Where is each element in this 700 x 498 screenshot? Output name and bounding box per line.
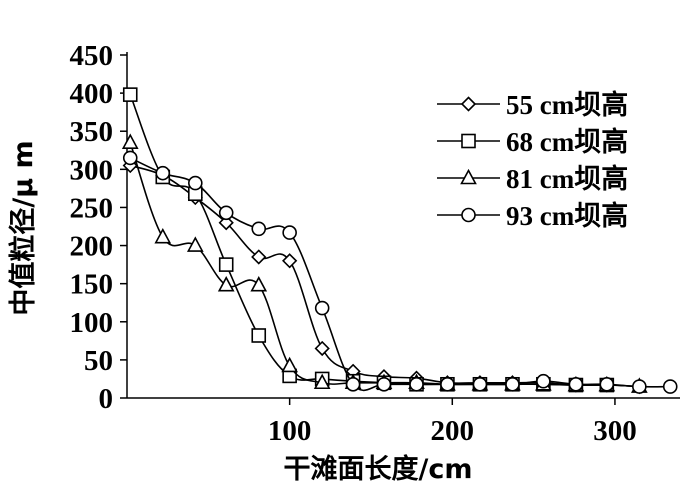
legend-label: 93 cm坝高 — [506, 200, 628, 231]
data-point-circle — [662, 379, 678, 394]
y-tick-label: 100 — [70, 307, 114, 339]
legend: 55 cm坝高 68 cm坝高 81 cm坝高 93 cm坝高 — [437, 89, 628, 231]
data-point-square — [122, 87, 138, 102]
x-tick-label: 300 — [593, 415, 637, 447]
data-point-circle — [218, 205, 234, 221]
legend-marker-circle — [461, 207, 476, 223]
data-point-circle — [472, 376, 488, 392]
y-tick-label: 300 — [70, 154, 114, 186]
data-point-square — [218, 257, 234, 272]
data-point-triangle — [154, 227, 172, 244]
series-layer — [121, 87, 678, 395]
x-axis-title: 干滩面长度/cm — [284, 453, 473, 485]
data-point-diamond — [251, 249, 267, 265]
data-point-diamond — [218, 215, 234, 231]
data-point-circle — [376, 376, 392, 392]
data-point-circle — [568, 376, 584, 392]
y-tick-label: 400 — [70, 78, 114, 110]
x-tick-label: 200 — [431, 415, 475, 447]
data-point-circle — [251, 221, 267, 237]
legend-marker-triangle — [460, 168, 477, 185]
data-point-triangle — [121, 133, 139, 149]
data-point-circle — [282, 225, 297, 240]
legend-item: 93 cm坝高 — [437, 200, 628, 231]
legend-marker-diamond — [460, 96, 477, 112]
data-point-triangle — [250, 276, 268, 292]
legend-label: 68 cm坝高 — [506, 126, 628, 157]
legend-item: 55 cm坝高 — [437, 89, 628, 120]
legend-item: 81 cm坝高 — [437, 163, 628, 194]
data-point-triangle — [313, 373, 331, 390]
data-point-circle — [122, 150, 138, 166]
y-tick-label: 350 — [70, 116, 114, 148]
y-tick-label: 200 — [70, 231, 114, 263]
data-point-circle — [536, 373, 551, 389]
data-point-circle — [440, 376, 455, 392]
y-tick-label: 450 — [70, 40, 114, 72]
data-point-circle — [505, 376, 520, 392]
data-point-circle — [345, 376, 361, 392]
data-point-square — [251, 328, 267, 343]
legend-label: 81 cm坝高 — [506, 163, 628, 194]
data-point-circle — [409, 376, 424, 392]
data-point-diamond — [282, 253, 298, 269]
y-axis-title: 中值粒径/μ m — [8, 140, 39, 315]
y-tick-label: 0 — [99, 383, 114, 415]
data-point-circle — [599, 376, 615, 392]
series-4 — [122, 150, 678, 394]
data-point-circle — [314, 300, 330, 316]
data-point-triangle — [217, 276, 235, 292]
series-line — [130, 164, 640, 388]
y-tick-label: 150 — [70, 269, 114, 301]
y-tick-label: 250 — [70, 192, 114, 224]
data-point-diamond — [314, 340, 330, 357]
data-point-circle — [632, 379, 647, 394]
data-point-circle — [155, 165, 171, 181]
x-tick-label: 100 — [268, 415, 312, 447]
data-point-triangle — [281, 356, 298, 373]
legend-marker-square — [461, 133, 476, 149]
y-tick-label: 50 — [84, 345, 113, 377]
legend-label: 55 cm坝高 — [506, 89, 628, 120]
axes: 0 50 100 150 200 250 300 350 400 450 100 200 300 — [70, 40, 680, 447]
legend-item: 68 cm坝高 — [437, 126, 628, 157]
data-point-triangle — [186, 236, 204, 252]
data-point-circle — [188, 175, 203, 191]
